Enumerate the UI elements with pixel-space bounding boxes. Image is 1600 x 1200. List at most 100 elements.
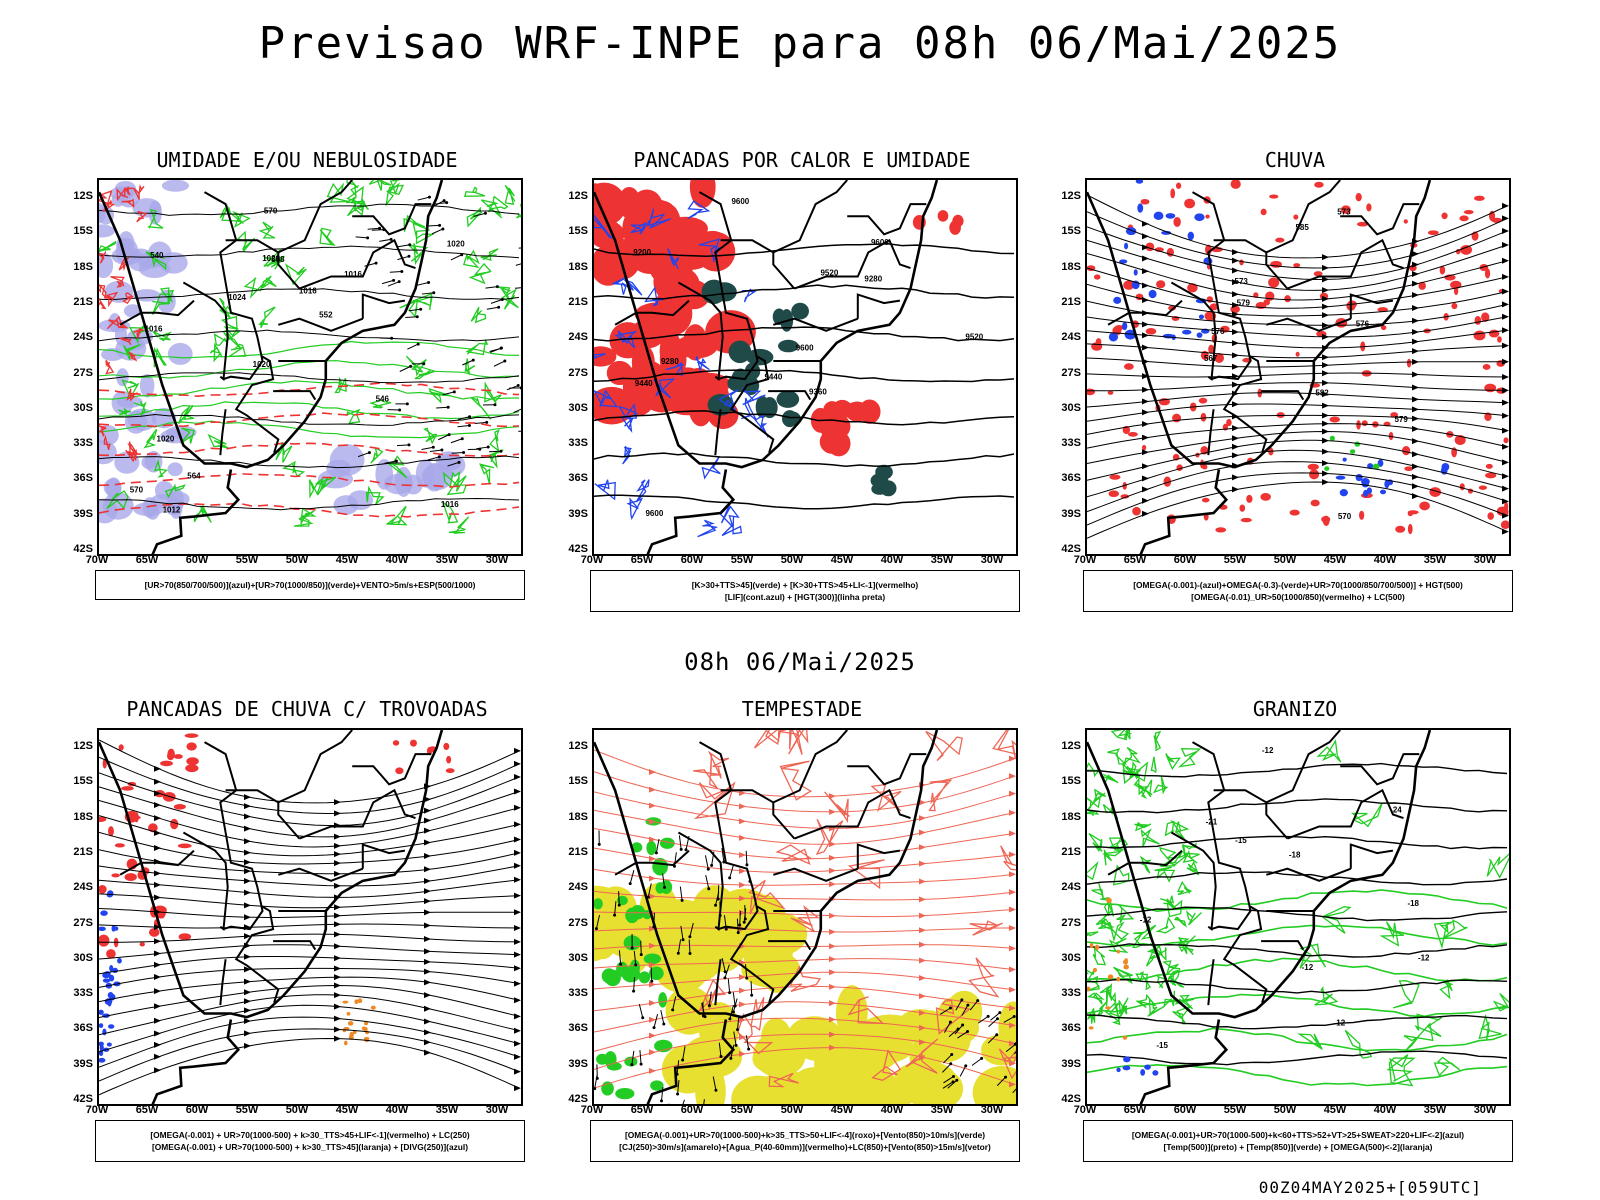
contour-line <box>1314 986 1339 1006</box>
contour-line <box>698 238 721 264</box>
streamline-arrow <box>1412 250 1419 257</box>
contour-line <box>99 382 520 398</box>
contour-line <box>122 292 134 305</box>
shaded-area <box>102 758 107 769</box>
streamline <box>99 800 520 848</box>
wind-vector <box>450 254 462 261</box>
contour-line <box>1439 979 1454 1000</box>
contour-line <box>789 964 822 993</box>
political-border <box>847 203 927 236</box>
shaded-area <box>99 224 115 238</box>
contour-line <box>99 251 107 264</box>
wind-vector-head <box>681 1058 685 1062</box>
contour-line <box>127 441 139 455</box>
streamline-arrow <box>829 854 836 861</box>
lat-tick-label: 18S <box>1061 260 1081 273</box>
streamline-arrow <box>1232 291 1239 298</box>
shaded-area <box>1260 493 1271 501</box>
wind-vector-head <box>650 979 654 983</box>
shaded-area <box>1310 499 1320 507</box>
lat-tick-label: 21S <box>568 295 588 308</box>
streamline-arrow <box>919 1039 926 1046</box>
shaded-area <box>443 742 450 750</box>
contour-line <box>653 378 676 399</box>
wind-vector <box>639 1050 642 1065</box>
lon-tick-label: 70W <box>1073 554 1097 566</box>
lon-tick-label: 50W <box>285 554 309 566</box>
contour-line <box>345 185 364 205</box>
wind-vector <box>355 236 368 239</box>
lat-tick-label: 42S <box>73 543 93 555</box>
shaded-area <box>1119 259 1128 264</box>
contour-line <box>1102 848 1122 866</box>
streamline-arrow <box>514 773 521 780</box>
shaded-area <box>1395 525 1406 533</box>
shaded-area <box>1380 325 1387 331</box>
lat-tick-label: 39S <box>1061 1057 1081 1070</box>
lon-tick-label: 35W <box>435 554 459 566</box>
streamline-arrow <box>244 953 251 960</box>
streamline <box>99 772 520 827</box>
streamline-arrow <box>649 769 656 776</box>
shaded-area <box>1205 214 1210 219</box>
shaded-area <box>666 941 721 984</box>
streamline-arrow <box>514 876 521 883</box>
contour-line <box>258 221 276 239</box>
streamline <box>99 908 519 918</box>
lat-tick-label: 27S <box>73 366 93 379</box>
contour-value-label: -18 <box>1289 850 1301 859</box>
wind-vector <box>417 196 430 201</box>
wind-vector-head <box>728 876 732 880</box>
lat-tick-label: 21S <box>1061 845 1081 858</box>
wind-vector <box>736 1015 740 1030</box>
wind-vector <box>704 855 709 870</box>
contour-value-label: 576 <box>1211 327 1225 336</box>
streamline-arrow <box>1009 809 1016 816</box>
coastline <box>646 469 736 554</box>
streamline-arrow <box>649 961 656 968</box>
political-border <box>299 788 416 840</box>
shaded-area <box>1200 412 1207 422</box>
wind-vector-head <box>719 1055 723 1059</box>
lat-tick-label: 36S <box>1061 472 1081 485</box>
wind-vector-head <box>659 1099 663 1103</box>
political-border <box>1207 409 1215 456</box>
contour-line <box>824 791 850 824</box>
political-border <box>677 281 724 381</box>
shaded-area <box>186 757 199 766</box>
shaded-area <box>596 1053 609 1065</box>
wind-vector-head <box>483 211 487 215</box>
shaded-area <box>1156 280 1166 289</box>
shaded-area <box>1459 483 1465 491</box>
contour-line <box>466 206 483 228</box>
lat-tick-label: 18S <box>568 260 588 273</box>
lat-tick-label: 39S <box>1061 507 1081 520</box>
political-border <box>219 959 227 1006</box>
wind-vector <box>677 1080 680 1095</box>
shaded-area <box>426 746 433 755</box>
shaded-area <box>99 202 106 224</box>
wind-vector <box>708 991 712 1006</box>
streamline <box>99 879 520 898</box>
streamline-arrow <box>1412 280 1419 287</box>
map-canvas <box>594 730 1016 1104</box>
wind-vector-head <box>662 1022 666 1026</box>
streamline-arrow <box>919 975 926 982</box>
wind-vector-head <box>701 1014 705 1018</box>
streamline <box>594 1001 1015 1033</box>
streamline-arrow <box>1322 333 1329 340</box>
shaded-area <box>1451 302 1458 310</box>
streamline-arrow <box>739 867 746 874</box>
contour-value-label: 1012 <box>163 505 181 514</box>
shaded-area <box>1407 523 1413 535</box>
political-border <box>699 191 775 454</box>
political-border <box>352 753 432 786</box>
shaded-area <box>1402 446 1411 456</box>
legend-line: [CJ(250)>30m/s](amarelo)+[Agua_P(40-60mm… <box>619 1142 991 1152</box>
lon-tick-label: 70W <box>85 1104 109 1116</box>
shaded-area <box>160 760 173 767</box>
contour-line <box>99 283 107 299</box>
wind-vector-head <box>468 415 472 419</box>
lon-tick-label: 40W <box>385 1104 409 1116</box>
wind-vector <box>990 1012 1001 1021</box>
